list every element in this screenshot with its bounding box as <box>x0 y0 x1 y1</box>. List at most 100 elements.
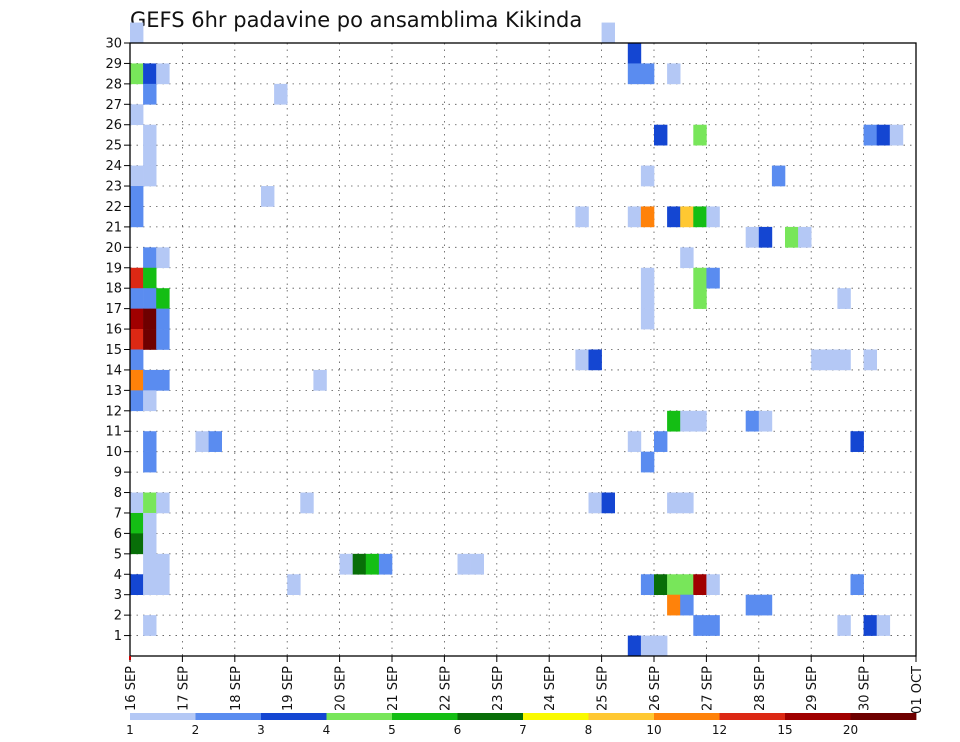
heatmap-cell <box>693 574 707 595</box>
heatmap-cell <box>758 410 773 432</box>
y-tick-label: 21 <box>105 220 122 235</box>
grid-lines <box>130 43 916 656</box>
x-tick-label: 16 SEP <box>124 666 139 711</box>
heatmap-cell <box>640 288 655 309</box>
heatmap-cell <box>706 574 720 595</box>
heatmap-cell <box>627 635 642 657</box>
legend-label: 7 <box>519 723 527 737</box>
heatmap-cell <box>130 329 144 350</box>
x-tick-label: 28 SEP <box>753 666 768 711</box>
heatmap-cell <box>130 165 144 187</box>
heatmap-cell <box>667 63 681 85</box>
y-tick-label: 16 <box>105 323 122 338</box>
legend-swatch <box>588 713 655 720</box>
heatmap-cell <box>640 635 655 657</box>
heatmap-cell <box>130 533 144 555</box>
heatmap-cell <box>889 124 904 146</box>
heatmap-cell <box>575 349 589 371</box>
heatmap-cell <box>680 594 694 616</box>
heatmap-cell <box>130 574 144 595</box>
x-tick-label: 19 SEP <box>281 666 296 711</box>
heatmap-cell <box>680 206 694 228</box>
heatmap-cell <box>640 267 655 289</box>
chart-title: GEFS 6hr padavine po ansamblima Kikinda <box>130 8 582 32</box>
heatmap-cell <box>143 145 157 166</box>
heatmap-cell <box>640 308 655 330</box>
heatmap-cell <box>130 63 144 85</box>
heatmap-cell <box>130 104 144 126</box>
y-tick-label: 19 <box>105 261 122 276</box>
heatmap-cell <box>654 574 668 595</box>
heatmap-cell <box>811 349 825 371</box>
heatmap-cell <box>588 349 602 371</box>
y-tick-label: 25 <box>105 139 122 154</box>
heatmap-cell <box>352 553 367 575</box>
legend-swatch <box>130 713 196 720</box>
heatmap-cell <box>470 553 484 575</box>
y-tick-label: 5 <box>114 547 122 562</box>
heatmap-cell <box>365 553 380 575</box>
heatmap-cell <box>745 410 760 432</box>
heatmap-cell <box>143 369 157 391</box>
heatmap-cell <box>706 267 720 289</box>
heatmap-cell <box>143 288 157 309</box>
heatmap-cell <box>130 267 144 289</box>
heatmap-cell <box>143 63 157 85</box>
heatmap-cell <box>274 83 288 105</box>
y-tick-label: 22 <box>105 200 122 215</box>
legend-swatch <box>654 713 720 720</box>
y-tick-label: 8 <box>114 486 122 501</box>
heatmap-cell <box>667 206 681 228</box>
heatmap-cell <box>706 615 720 636</box>
x-tick-label: 23 SEP <box>491 666 506 711</box>
legend-label: 5 <box>388 723 396 737</box>
heatmap-cell <box>208 431 222 452</box>
heatmap-cell <box>798 226 812 248</box>
heatmap-cell <box>143 574 157 595</box>
legend-swatch <box>261 713 327 720</box>
heatmap-cell <box>195 431 209 452</box>
heatmap-cell <box>745 226 760 248</box>
heatmap-cell <box>313 369 327 391</box>
y-tick-label: 20 <box>105 241 122 256</box>
y-tick-label: 29 <box>105 57 122 72</box>
y-tick-label: 6 <box>114 527 122 542</box>
heatmap-cell <box>156 308 170 330</box>
legend-label: 2 <box>192 723 200 737</box>
x-tick-label: 20 SEP <box>334 666 349 711</box>
y-tick-label: 27 <box>105 98 122 113</box>
heatmap-cell <box>640 165 655 187</box>
heatmap-cell <box>130 349 144 371</box>
heatmap-cell <box>143 512 157 534</box>
heatmap-cell <box>680 492 694 514</box>
heatmap-cell <box>667 594 681 616</box>
heatmap-cell <box>156 288 170 309</box>
x-tick-label: 29 SEP <box>805 666 820 711</box>
heatmap-cell <box>863 349 877 371</box>
y-tick-label: 12 <box>105 404 122 419</box>
x-tick-label: 25 SEP <box>596 666 611 711</box>
heatmap-cell <box>850 574 864 595</box>
y-tick-label: 2 <box>114 609 122 624</box>
heatmap-cell <box>863 124 877 146</box>
heatmap-cell <box>627 63 642 85</box>
heatmap-cell <box>654 124 668 146</box>
heatmap-cell <box>143 553 157 575</box>
heatmap-cells <box>130 22 904 657</box>
y-tick-label: 15 <box>105 343 122 358</box>
y-tick-label: 4 <box>114 568 122 583</box>
color-legend: 1 2 3 4 5 6 7 8 10 12 15 20 <box>126 713 917 737</box>
heatmap-cell <box>667 410 681 432</box>
heatmap-cell <box>339 553 353 575</box>
heatmap-cell <box>287 574 301 595</box>
x-axis: 16 SEP 17 SEP 18 SEP 19 SEP 20 SEP 21 SEP 22 S… <box>124 656 925 714</box>
heatmap-cell <box>850 431 864 452</box>
heatmap-cell <box>693 124 707 146</box>
y-tick-label: 30 <box>105 37 122 52</box>
legend-swatch <box>457 713 524 720</box>
y-tick-label: 24 <box>105 159 122 174</box>
heatmap-cell <box>156 247 170 269</box>
heatmap-cell <box>130 369 144 391</box>
heatmap-cell <box>654 431 668 452</box>
